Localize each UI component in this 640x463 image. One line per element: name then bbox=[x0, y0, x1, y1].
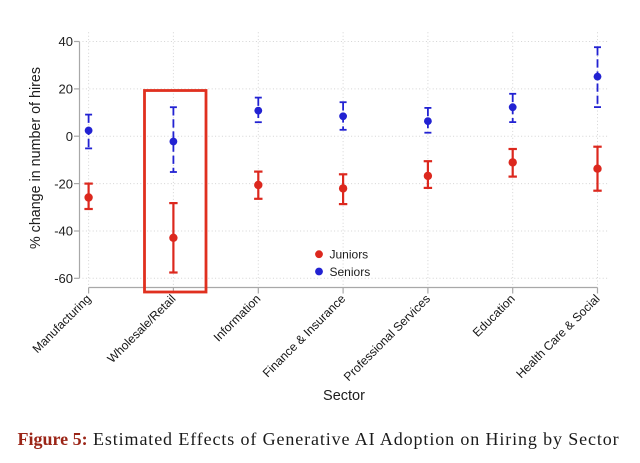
svg-text:Sector: Sector bbox=[323, 388, 365, 404]
svg-text:% change in number of hires: % change in number of hires bbox=[28, 67, 44, 249]
svg-text:-60: -60 bbox=[54, 271, 73, 286]
svg-text:-20: -20 bbox=[54, 176, 73, 191]
svg-text:Figure 5: Estimated Effects of: Figure 5: Estimated Effects of Generativ… bbox=[18, 429, 620, 449]
svg-text:Seniors: Seniors bbox=[330, 265, 371, 279]
svg-text:40: 40 bbox=[59, 34, 73, 49]
svg-text:0: 0 bbox=[66, 129, 73, 144]
svg-text:-40: -40 bbox=[54, 224, 73, 239]
svg-text:20: 20 bbox=[59, 82, 73, 97]
svg-text:Juniors: Juniors bbox=[330, 248, 369, 262]
